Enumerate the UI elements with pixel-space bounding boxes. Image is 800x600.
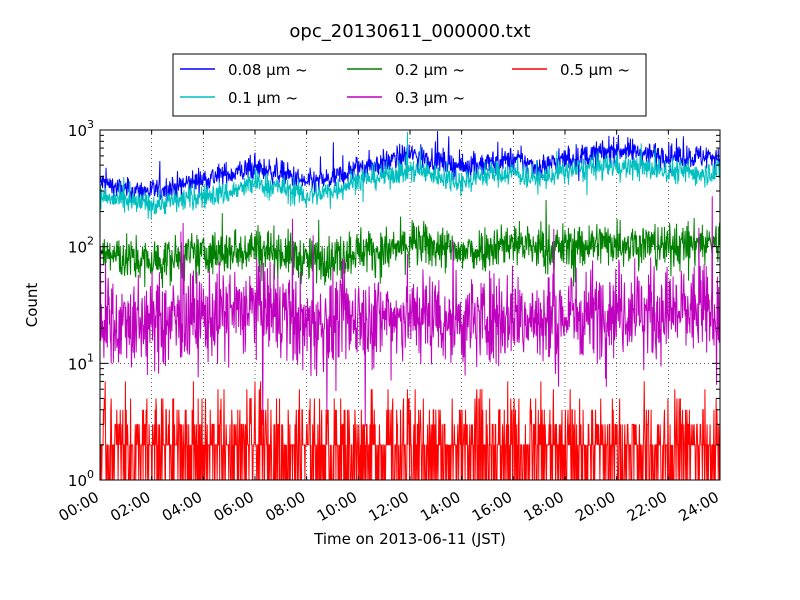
legend-frame: [172, 53, 647, 117]
legend-label: 0.1 μm ~: [228, 89, 298, 107]
legend-label: 0.08 μm ~: [228, 61, 308, 79]
axis-ticks: [99, 129, 721, 481]
legend: 0.08 μm ~ 0.1 μm ~ 0.2 μm ~ 0.3 μm ~ 0.5 μm …: [172, 53, 647, 117]
y-axis-label: Count: [23, 283, 41, 328]
legend-label: 0.5 μm ~: [560, 61, 630, 79]
series-line: [99, 381, 721, 481]
x-axis-label: Time on 2013-06-11 (JST): [313, 530, 506, 548]
chart-title: opc_20130611_000000.txt: [289, 21, 530, 42]
legend-label: 0.2 μm ~: [395, 61, 465, 79]
series-layer: [99, 131, 721, 481]
legend-label: 0.3 μm ~: [395, 89, 465, 107]
series-line: [99, 131, 721, 206]
series-line: [99, 199, 721, 289]
series-line: [99, 131, 721, 220]
series-line: [99, 196, 721, 427]
